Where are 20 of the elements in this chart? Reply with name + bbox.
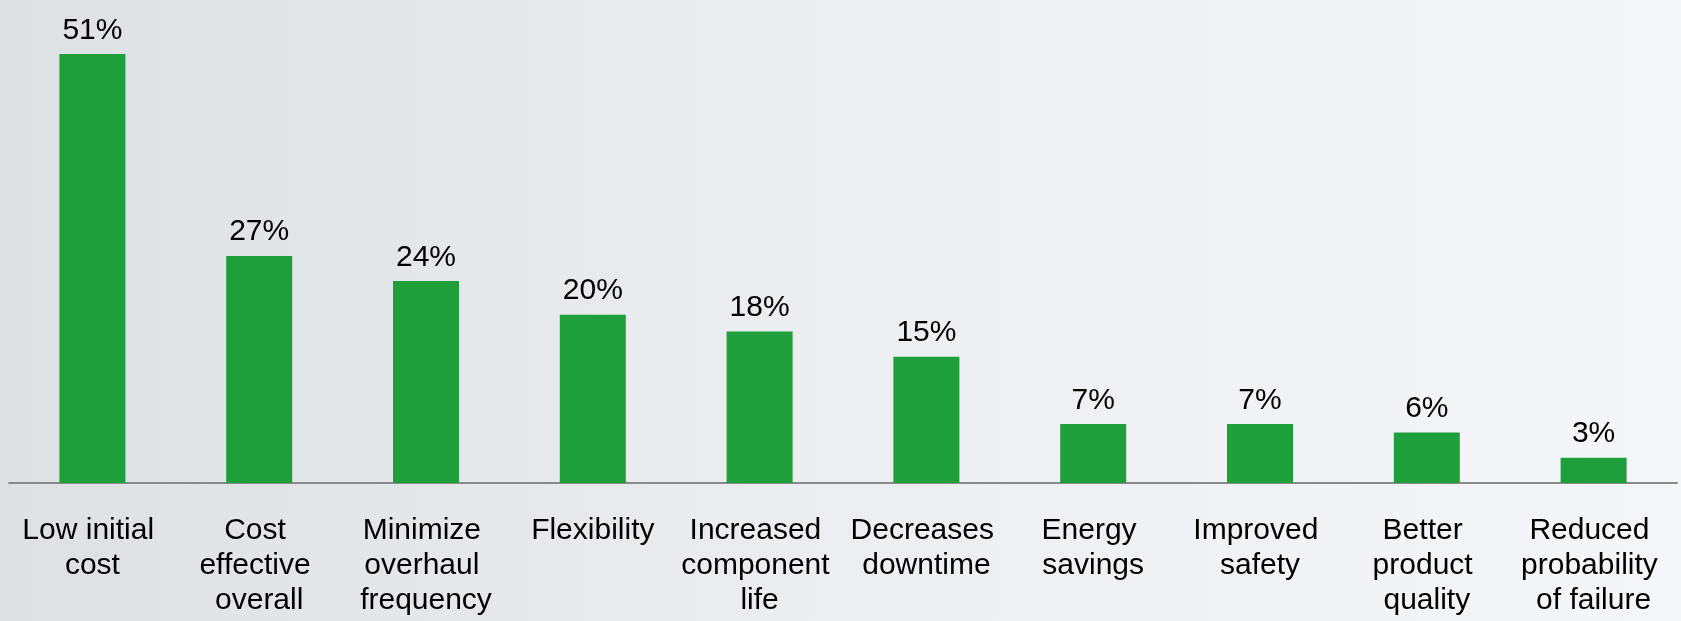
x-tick-label: Reduced probability of failure — [1521, 512, 1667, 615]
x-tick-label: Decreases downtime — [850, 512, 1003, 580]
data-label: 24% — [395, 238, 457, 272]
x-tick-label: Improved safety — [1193, 512, 1327, 580]
x-tick-label: Energy savings — [1041, 512, 1145, 580]
data-label: 18% — [729, 289, 790, 323]
x-tick-label: Increased component life — [681, 512, 838, 615]
data-label: 7% — [1238, 381, 1282, 415]
data-label: 6% — [1405, 390, 1449, 424]
data-label: 27% — [229, 213, 290, 247]
data-label: 20% — [562, 272, 623, 306]
x-tick-label: Better product quality — [1372, 512, 1481, 615]
x-tick-label: Flexibility — [531, 512, 655, 545]
data-label: 7% — [1071, 381, 1115, 415]
x-tick-label: Low initial cost — [22, 512, 163, 580]
data-label: 15% — [896, 314, 957, 348]
x-tick-label: Minimize overhaul frequency — [360, 512, 492, 615]
data-label: 3% — [1571, 415, 1616, 449]
data-label: 51% — [62, 11, 123, 45]
x-tick-label: Cost effective overall — [199, 512, 319, 615]
